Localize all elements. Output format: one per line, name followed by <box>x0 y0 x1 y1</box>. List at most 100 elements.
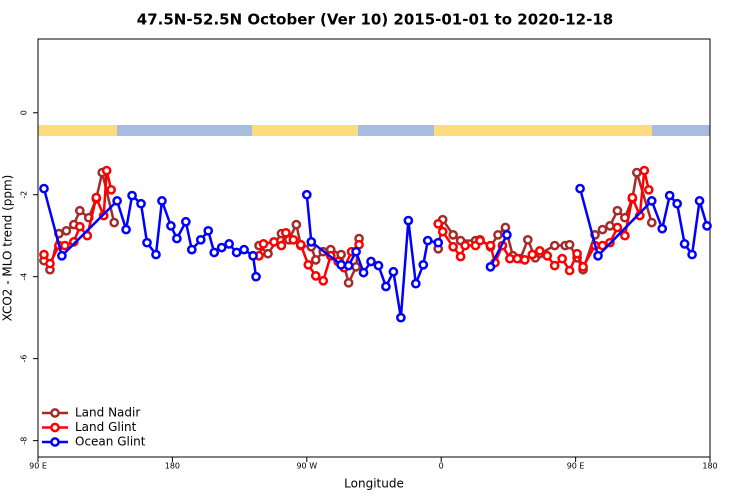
point <box>351 262 361 272</box>
point <box>258 239 269 249</box>
point <box>281 227 291 238</box>
point <box>433 237 444 248</box>
point <box>318 275 329 286</box>
point <box>612 222 623 233</box>
x-tick-label: 180 <box>165 462 180 471</box>
point <box>437 226 448 237</box>
point <box>557 253 568 264</box>
point <box>310 271 321 281</box>
point <box>195 234 206 245</box>
y-tick-label: -8 <box>20 437 29 445</box>
point <box>455 251 466 262</box>
point <box>74 221 85 232</box>
point <box>522 234 533 245</box>
point <box>448 241 458 252</box>
point <box>186 244 197 255</box>
point <box>475 235 485 246</box>
point <box>549 240 560 251</box>
y-tick-label: -6 <box>20 355 29 363</box>
point <box>502 230 512 240</box>
point <box>239 244 249 255</box>
legend-marker <box>50 408 60 418</box>
point <box>620 230 630 241</box>
point <box>418 259 429 270</box>
point <box>366 256 376 267</box>
legend-label: Land Glint <box>75 420 137 434</box>
point <box>448 230 458 240</box>
point <box>572 248 582 259</box>
point <box>664 190 675 201</box>
point <box>109 217 120 228</box>
point <box>605 221 615 231</box>
point <box>288 234 299 245</box>
point <box>485 240 496 251</box>
point <box>646 217 657 228</box>
ocean-band <box>117 125 252 136</box>
x-axis-label: Longitude <box>344 477 404 491</box>
legend-marker <box>50 422 60 433</box>
point <box>687 249 697 260</box>
point <box>505 253 515 264</box>
point <box>519 255 530 265</box>
point <box>493 230 503 240</box>
point <box>291 219 302 230</box>
point <box>306 237 317 247</box>
ocean-band <box>358 125 434 136</box>
point <box>388 266 399 277</box>
point <box>433 218 444 229</box>
point <box>422 235 433 246</box>
point <box>209 247 220 258</box>
point <box>39 183 49 194</box>
point <box>121 224 131 235</box>
point <box>702 221 712 231</box>
ocean-band <box>652 125 710 136</box>
x-tick-label: 90 E <box>29 462 47 471</box>
point <box>39 249 49 260</box>
legend-label: Ocean Glint <box>75 435 146 449</box>
point <box>351 246 361 257</box>
point <box>672 198 682 209</box>
point <box>403 215 414 226</box>
point <box>231 247 242 258</box>
point <box>142 237 152 248</box>
point <box>295 239 306 250</box>
point <box>203 225 214 236</box>
point <box>534 246 545 256</box>
point <box>172 233 182 244</box>
point <box>91 192 102 203</box>
point <box>276 240 287 251</box>
point <box>166 221 176 231</box>
point <box>180 216 191 227</box>
point <box>74 205 85 216</box>
point <box>136 198 146 209</box>
point <box>460 240 470 251</box>
point <box>57 250 67 261</box>
point <box>597 224 608 235</box>
point <box>269 237 279 247</box>
point <box>549 260 560 271</box>
point <box>627 192 638 203</box>
chart-title: 47.5N-52.5N October (Ver 10) 2015-01-01 … <box>137 11 613 29</box>
point <box>410 278 421 289</box>
point <box>127 190 137 201</box>
point <box>373 260 384 271</box>
y-axis-label: XCO2 - MLO trend (ppm) <box>1 175 15 322</box>
point <box>694 196 705 206</box>
x-tick-label: 90 W <box>296 462 317 471</box>
point <box>336 259 346 270</box>
x-tick-label: 90 E <box>567 462 585 471</box>
point <box>512 253 523 264</box>
legend-label: Land Nadir <box>75 406 140 420</box>
x-tick-label: 180 <box>702 462 717 471</box>
land-band <box>434 125 652 136</box>
point <box>646 196 657 206</box>
point <box>564 239 575 250</box>
legend-marker <box>50 437 60 447</box>
point <box>151 249 161 260</box>
plot-frame <box>37 38 711 458</box>
point <box>542 250 553 261</box>
point <box>301 189 312 200</box>
series <box>39 183 712 323</box>
land-band <box>252 125 358 136</box>
